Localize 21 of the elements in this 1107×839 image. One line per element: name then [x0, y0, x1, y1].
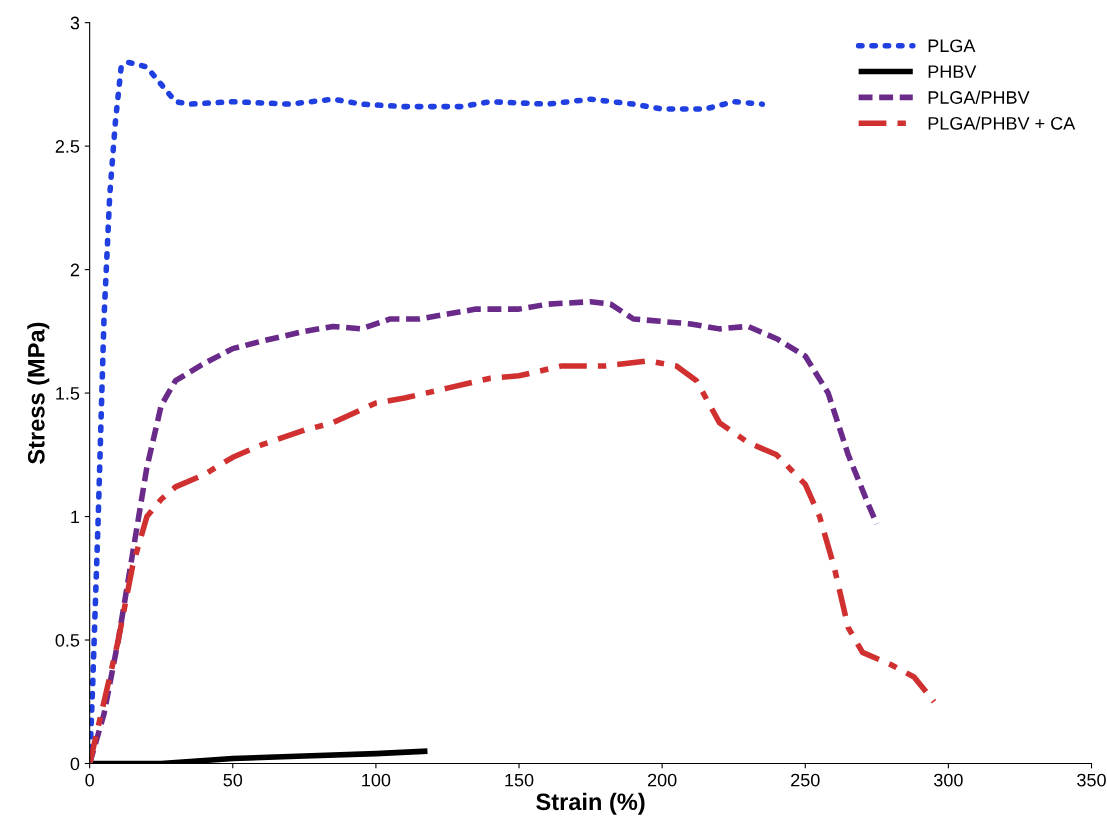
y-tick-label: 3	[70, 16, 80, 30]
y-tick-label: 0.5	[55, 633, 80, 647]
legend-label: PLGA/PHBV + CA	[928, 116, 1076, 130]
y-tick-label: 0	[70, 757, 80, 771]
y-tick-label: 1.5	[56, 387, 80, 400]
x-tick-label: 100	[362, 773, 391, 787]
y-tick-label: 2	[70, 263, 80, 277]
x-tick-label: 50	[223, 773, 243, 787]
x-tick-label: 350	[1077, 773, 1106, 787]
x-tick-label: 250	[791, 773, 820, 787]
x-tick-label: 300	[934, 773, 963, 787]
x-tick-label: 200	[647, 773, 677, 787]
y-tick-label: 1	[71, 510, 80, 524]
x-tick-label: 150	[505, 773, 534, 787]
legend-label: PHBV	[928, 65, 977, 78]
legend-label: PLGA	[928, 39, 976, 53]
x-axis-title: Strain (%)	[536, 792, 645, 815]
legend-label: PLGA/PHBV	[928, 90, 1030, 104]
x-tick-label: 0	[85, 773, 94, 787]
y-axis-title: Stress (MPa)	[27, 322, 50, 464]
y-tick-label: 2.5	[55, 140, 80, 153]
